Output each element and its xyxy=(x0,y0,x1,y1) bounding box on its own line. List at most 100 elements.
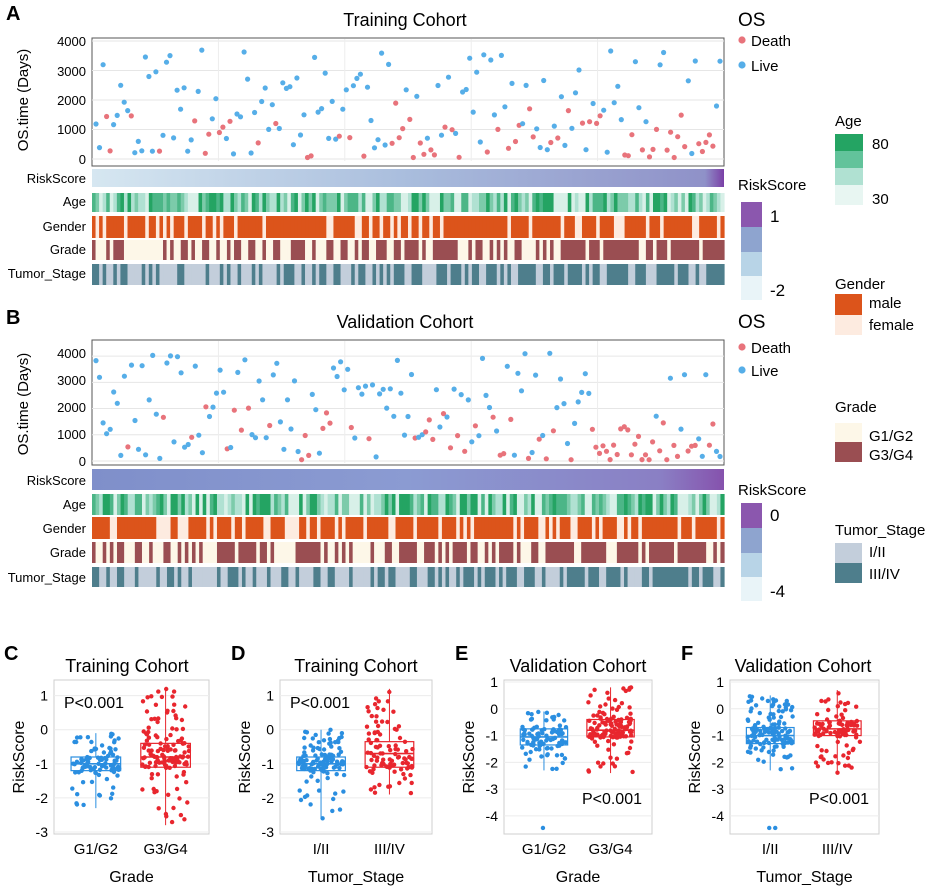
track-cell xyxy=(113,240,118,260)
track-cell xyxy=(642,193,647,212)
data-point xyxy=(842,701,848,707)
track-cell xyxy=(184,216,189,238)
track-cell xyxy=(258,193,264,212)
track-cell xyxy=(141,517,147,539)
track-cell xyxy=(263,494,268,515)
legend-gender-female-swatch xyxy=(835,315,862,335)
data-point xyxy=(377,743,383,748)
track-cell xyxy=(481,494,486,515)
track-cell xyxy=(720,216,725,238)
track-cell xyxy=(518,193,523,212)
track-cell xyxy=(302,494,307,515)
track-cell xyxy=(116,567,122,587)
track-cell xyxy=(134,542,140,563)
data-point xyxy=(311,759,316,765)
track-cell xyxy=(602,567,607,587)
patient-point xyxy=(668,129,674,135)
legend-age-swatch-2 xyxy=(835,151,863,168)
track-cell xyxy=(376,216,381,238)
patient-point xyxy=(431,152,437,158)
track-cell xyxy=(659,517,664,539)
track-cell xyxy=(709,517,714,539)
track-cell xyxy=(496,216,501,238)
data-point xyxy=(74,735,80,740)
track-cell xyxy=(166,517,172,539)
track-cell xyxy=(535,193,540,212)
track-cell xyxy=(287,264,292,285)
track-cell xyxy=(288,542,293,563)
data-point xyxy=(773,725,778,731)
data-point xyxy=(778,767,783,772)
track-cell xyxy=(313,517,318,539)
track-cell xyxy=(213,494,218,515)
data-point xyxy=(166,792,171,797)
track-cell xyxy=(370,517,375,539)
track-cell xyxy=(202,216,207,238)
track-cell xyxy=(284,494,289,515)
patient-point xyxy=(132,417,138,424)
data-point xyxy=(545,745,550,751)
track-cell xyxy=(645,264,651,285)
track-cell xyxy=(372,240,377,260)
patient-point xyxy=(706,442,713,448)
legend-risk-a-swatch-2 xyxy=(741,227,762,252)
track-cell xyxy=(333,264,338,285)
data-point xyxy=(554,753,560,758)
track-cell xyxy=(628,240,633,260)
patient-point xyxy=(551,123,557,129)
track-cell xyxy=(642,264,647,285)
track-cell xyxy=(404,240,409,260)
panel-a-age-track xyxy=(92,193,725,212)
track-cell xyxy=(429,216,434,238)
track-cell xyxy=(699,264,704,285)
data-point xyxy=(170,726,175,731)
data-point xyxy=(752,723,758,728)
legend-gender-male-swatch xyxy=(835,294,862,315)
patient-point xyxy=(322,70,328,76)
track-cell xyxy=(477,517,482,539)
track-cell xyxy=(187,216,193,238)
data-point xyxy=(366,709,371,714)
track-cell xyxy=(695,216,700,238)
track-cell xyxy=(92,494,97,515)
track-cell xyxy=(295,517,300,539)
track-cell xyxy=(351,193,356,212)
box-iiiiv: III/IV xyxy=(812,690,863,858)
track-cell xyxy=(502,494,507,515)
panel-a-title: Training Cohort xyxy=(343,10,466,30)
track-cell xyxy=(256,517,261,539)
panel-a: A Training Cohort OS.time (Days) 0 1000 … xyxy=(6,3,725,285)
track-cell xyxy=(450,264,455,285)
data-point xyxy=(753,746,758,751)
track-cell xyxy=(503,240,509,260)
track-cell xyxy=(213,542,218,563)
track-cell xyxy=(283,216,288,238)
data-point xyxy=(782,702,788,707)
patient-point xyxy=(373,454,379,460)
track-cell xyxy=(695,264,700,285)
track-cell xyxy=(463,494,468,515)
legend-risk-a-swatch-1 xyxy=(741,202,762,227)
ytick-label: -2 xyxy=(486,754,499,770)
track-cell xyxy=(156,542,161,563)
patient-point xyxy=(132,150,138,156)
track-cell xyxy=(434,517,439,539)
track-cell xyxy=(521,240,526,260)
data-point xyxy=(597,723,602,728)
track-cell xyxy=(674,264,679,285)
track-cell xyxy=(415,264,420,285)
patient-point xyxy=(185,441,191,448)
data-point xyxy=(186,748,192,754)
track-cell xyxy=(509,542,514,563)
track-cell xyxy=(496,240,501,260)
patient-point xyxy=(543,456,549,462)
track-cell xyxy=(209,264,214,285)
track-cell xyxy=(288,517,293,539)
track-cell xyxy=(159,264,164,285)
patient-point xyxy=(414,93,420,99)
track-cell xyxy=(145,542,150,563)
track-cell xyxy=(159,216,164,238)
track-cell xyxy=(391,567,397,587)
track-cell xyxy=(374,567,379,587)
track-cell xyxy=(468,193,473,212)
